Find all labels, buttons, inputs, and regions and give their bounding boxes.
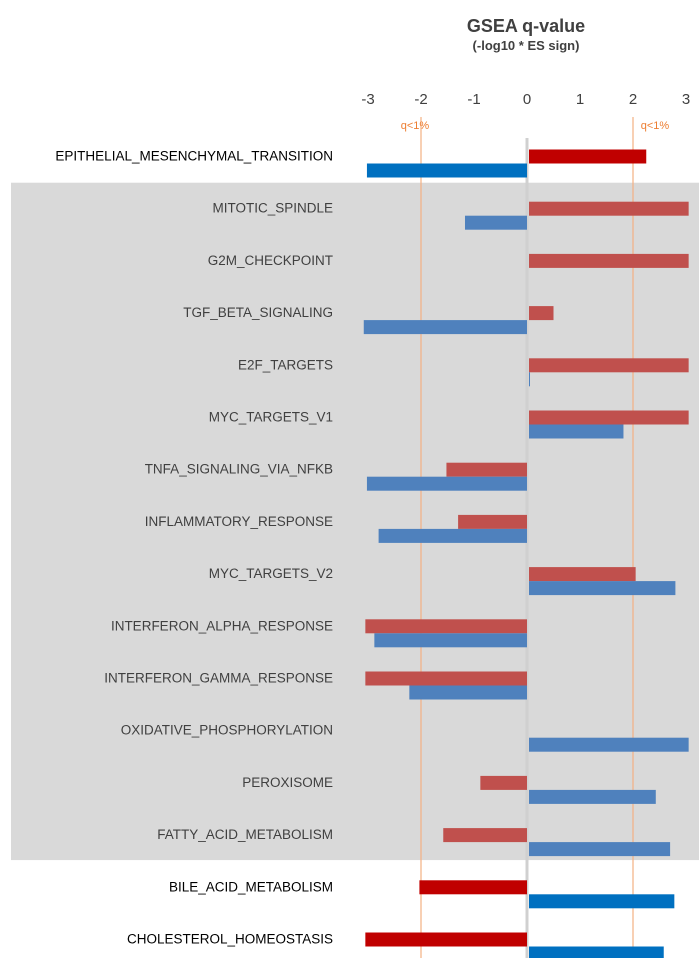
red-bar <box>529 149 647 164</box>
red-bar <box>365 619 527 634</box>
threshold-label: q<1% <box>401 120 430 132</box>
red-bar <box>480 775 527 790</box>
x-tick-label: -1 <box>467 91 480 108</box>
category-label: MYC_TARGETS_V1 <box>209 410 333 425</box>
blue-bar <box>363 320 527 335</box>
chart-title: GSEA q-value <box>466 16 586 36</box>
red-bar <box>529 567 636 582</box>
x-tick-label: 2 <box>629 91 637 108</box>
x-tick-label: 1 <box>576 91 584 108</box>
blue-bar <box>529 581 676 596</box>
red-bar <box>443 828 527 843</box>
category-label: MYC_TARGETS_V2 <box>209 566 333 581</box>
category-label: CHOLESTEROL_HOMEOSTASIS <box>127 932 333 947</box>
blue-bar <box>366 476 527 491</box>
red-bar <box>458 514 527 529</box>
blue-bar <box>529 842 671 857</box>
blue-bar <box>529 946 664 958</box>
red-bar <box>419 880 527 895</box>
x-tick-label: -2 <box>414 91 427 108</box>
blue-bar <box>529 737 689 752</box>
blue-bar <box>529 789 656 804</box>
x-tick-label: 3 <box>682 91 690 108</box>
blue-bar <box>366 163 527 178</box>
red-bar <box>529 410 689 425</box>
blue-bar <box>374 633 527 648</box>
category-label: MITOTIC_SPINDLE <box>212 201 333 216</box>
category-label: TGF_BETA_SIGNALING <box>183 305 333 320</box>
category-label: PEROXISOME <box>242 775 333 790</box>
chart-subtitle: (-log10 * ES sign) <box>472 38 580 53</box>
category-label: INFLAMMATORY_RESPONSE <box>145 514 333 529</box>
category-label: OXIDATIVE_PHOSPHORYLATION <box>121 723 333 738</box>
category-label: INTERFERON_ALPHA_RESPONSE <box>111 618 333 633</box>
category-label: INTERFERON_GAMMA_RESPONSE <box>104 671 333 686</box>
threshold-label: q<1% <box>641 120 670 132</box>
blue-bar <box>409 685 527 700</box>
red-bar <box>529 201 689 216</box>
x-tick-label: -3 <box>361 91 374 108</box>
red-bar <box>365 671 527 686</box>
category-label: EPITHELIAL_MESENCHYMAL_TRANSITION <box>55 149 333 164</box>
blue-bar <box>529 424 624 439</box>
blue-bar <box>529 894 675 909</box>
red-bar <box>529 358 689 373</box>
category-label: E2F_TARGETS <box>238 357 333 372</box>
shaded-band <box>11 182 699 861</box>
blue-bar <box>464 215 527 230</box>
category-label: TNFA_SIGNALING_VIA_NFKB <box>145 462 333 477</box>
x-tick-label: 0 <box>523 91 531 108</box>
red-bar <box>446 462 527 477</box>
red-bar <box>529 253 689 268</box>
red-bar <box>365 932 527 947</box>
category-label: BILE_ACID_METABOLISM <box>169 879 333 894</box>
blue-bar <box>378 528 527 543</box>
blue-bar <box>529 372 530 387</box>
category-label: FATTY_ACID_METABOLISM <box>157 827 333 842</box>
red-bar <box>529 306 554 321</box>
category-label: G2M_CHECKPOINT <box>208 253 333 268</box>
